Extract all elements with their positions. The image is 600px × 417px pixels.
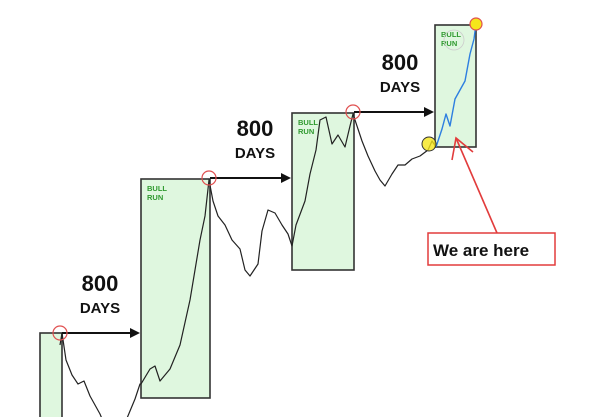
- cycle-days-unit: DAYS: [235, 145, 275, 162]
- bull-run-box: [140, 178, 211, 399]
- callout-arrow-head: [451, 136, 474, 161]
- bull-run-label: BULL: [298, 118, 318, 127]
- bull-run-box: [291, 112, 355, 271]
- arrow-head: [281, 173, 291, 183]
- peak-circle: [52, 325, 68, 341]
- breakout-circle: [421, 136, 437, 152]
- bull-run-label: BULL: [441, 30, 461, 39]
- cycle-days-number: 800: [82, 271, 119, 296]
- cycle-days-unit: DAYS: [380, 79, 420, 96]
- bull-run-label: BULL: [147, 184, 167, 193]
- current-run-line: [435, 23, 477, 148]
- current-peak-circle: [469, 17, 483, 31]
- peak-circle: [345, 104, 361, 120]
- arrow-head: [130, 328, 140, 338]
- arrow-head: [424, 107, 434, 117]
- callout-box: [427, 232, 556, 266]
- bull-run-label: RUN: [441, 39, 457, 48]
- bull-run-box: [434, 24, 477, 148]
- callout-text: We are here: [433, 241, 529, 260]
- bull-run-box: [39, 332, 63, 417]
- bull-run-label: RUN: [147, 193, 163, 202]
- bull-run-label: RUN: [298, 127, 314, 136]
- callout-arrow-shaft: [455, 137, 498, 234]
- peak-circle: [201, 170, 217, 186]
- cycle-days-number: 800: [237, 116, 274, 141]
- faint-circle: [443, 29, 465, 51]
- price-line: [59, 113, 437, 417]
- cycle-days-number: 800: [382, 50, 419, 75]
- cycle-days-unit: DAYS: [80, 300, 120, 317]
